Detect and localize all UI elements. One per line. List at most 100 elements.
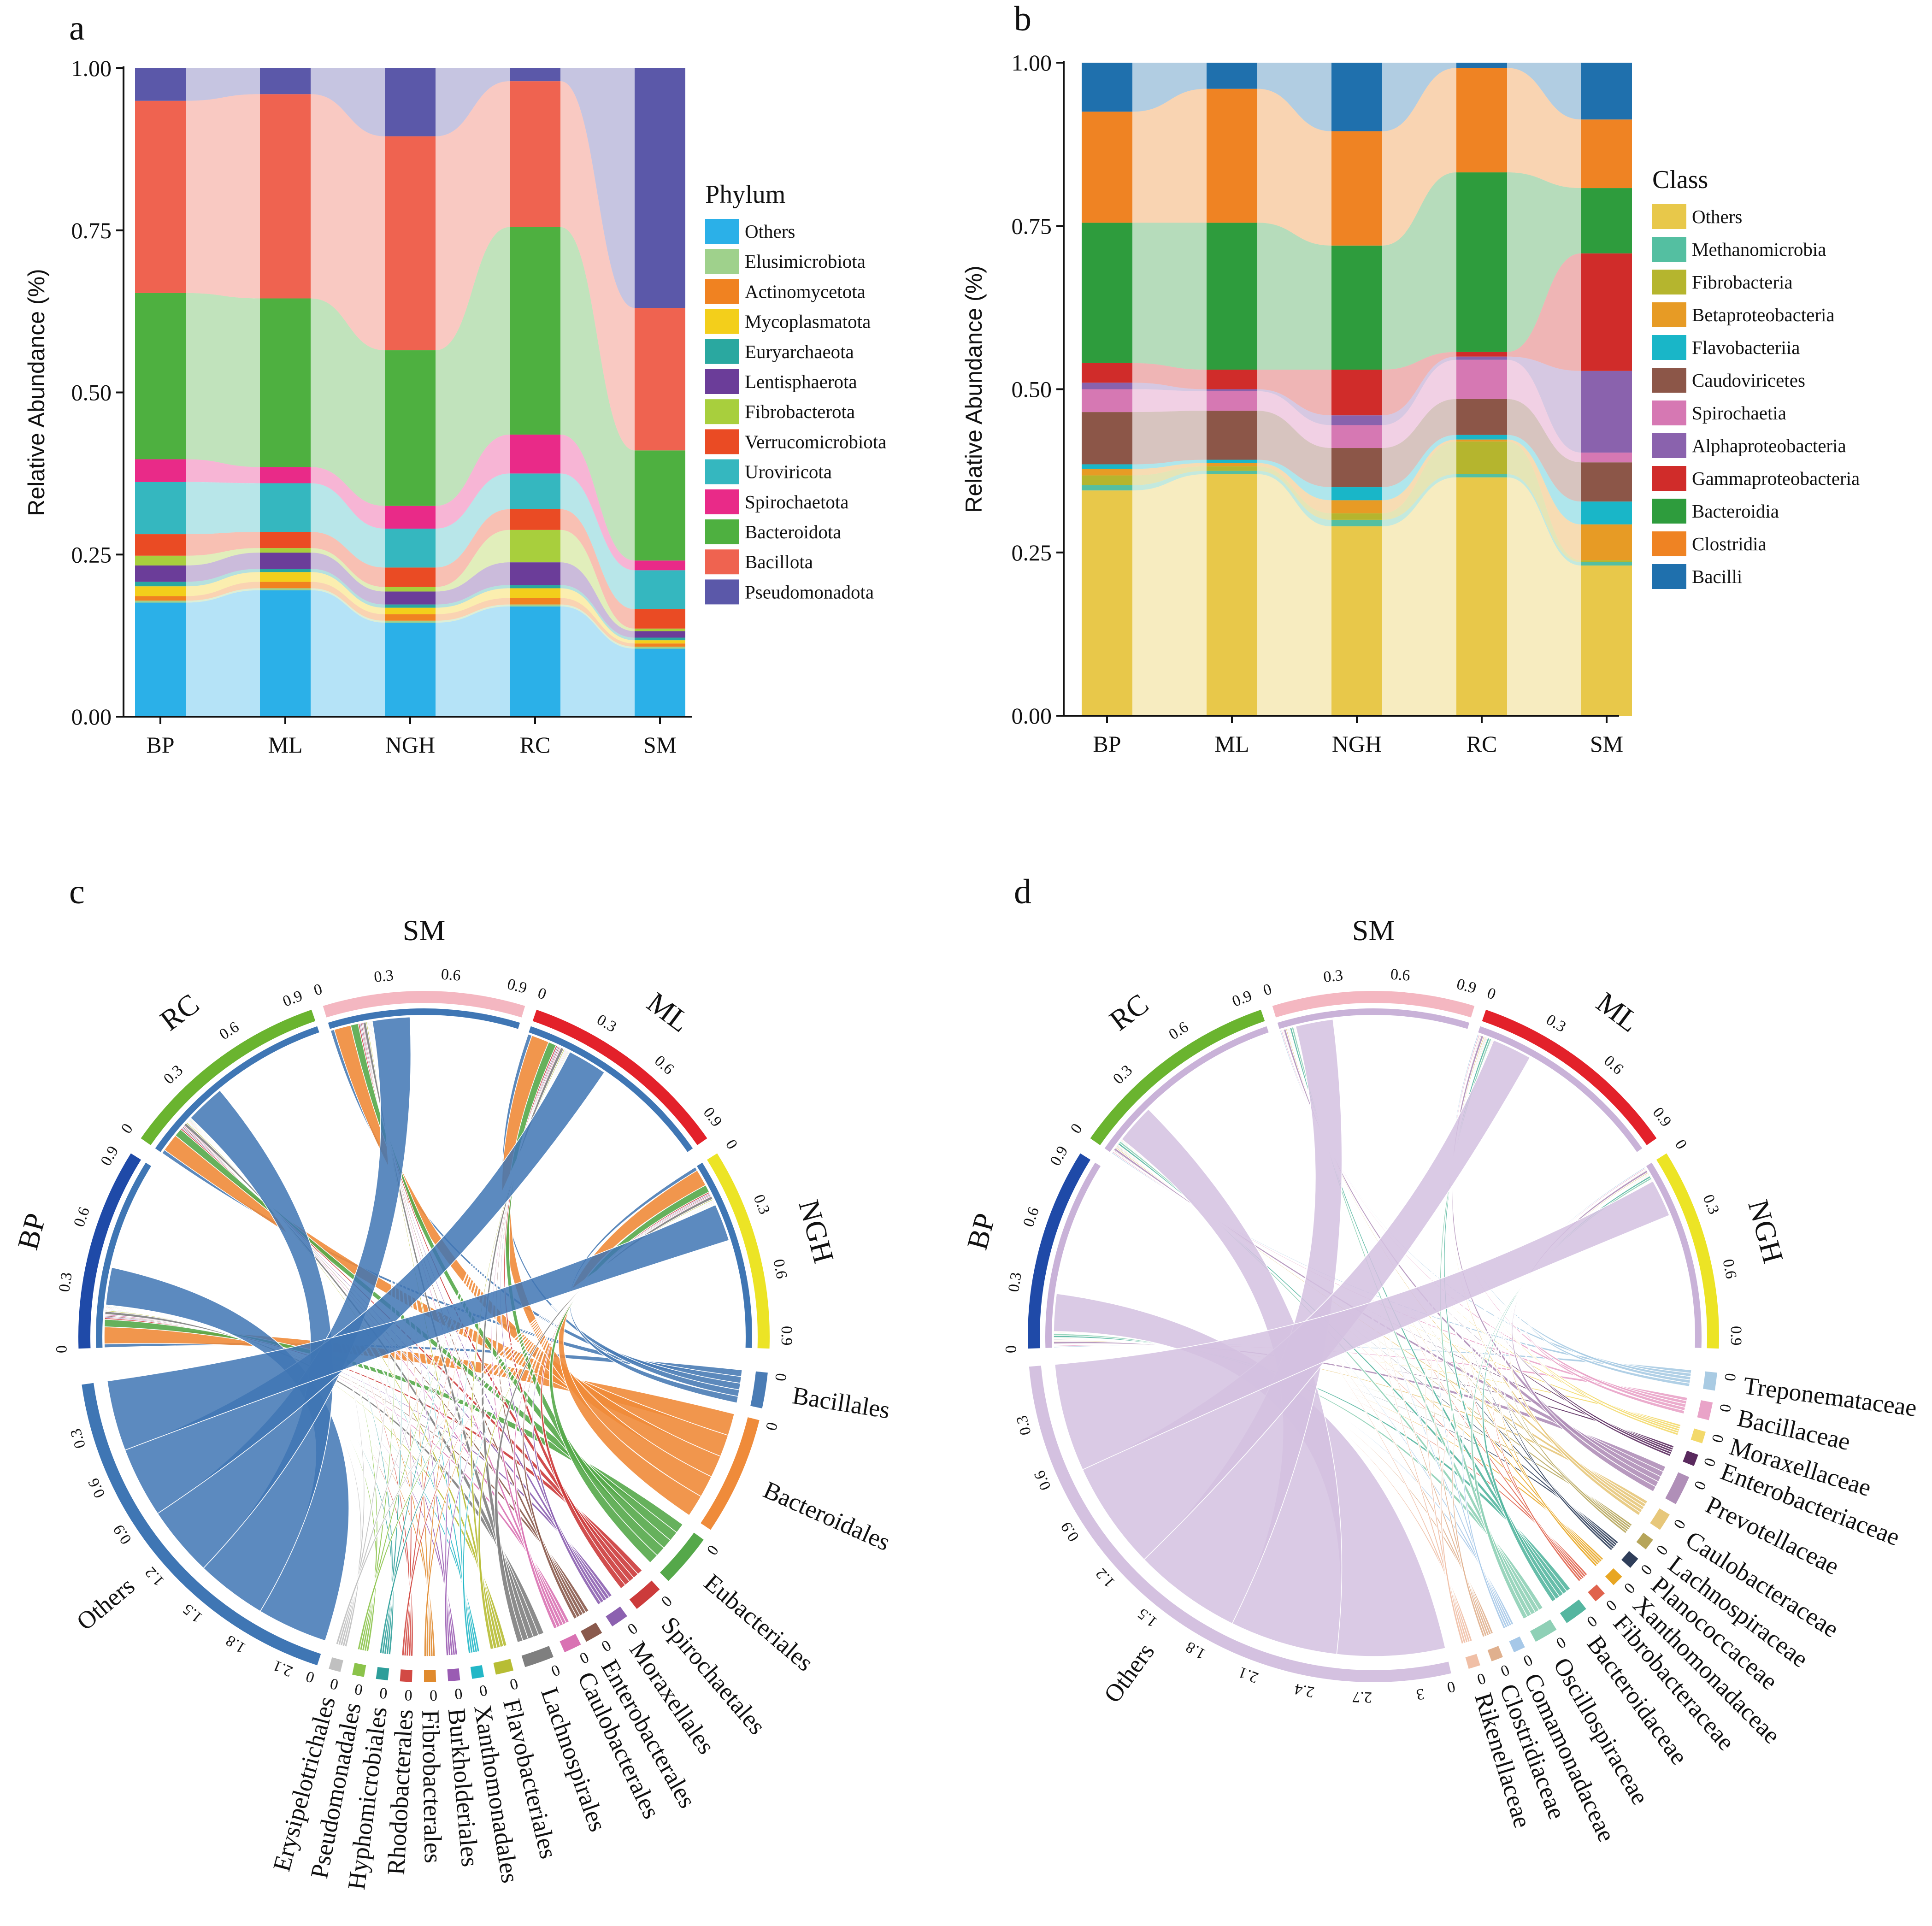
legend-label-fibrobacteria: Fibrobacteria — [1692, 271, 1793, 293]
taxon-zero-tick: 0 — [1670, 1516, 1689, 1532]
others-tick-label: 0.9 — [1058, 1519, 1083, 1544]
group-tick-label: 0.6 — [651, 1052, 677, 1078]
flow-lentisphaerota-2 — [436, 562, 510, 605]
legend-a: Phylum Others Elusimicrobiota Actinomycetot… — [705, 180, 886, 605]
taxon-zero-tick: 0 — [1553, 1633, 1569, 1652]
flow-lentisphaerota-0 — [186, 553, 260, 582]
flow-uroviricota-3 — [560, 473, 635, 609]
group-tick-label: 0 — [1485, 984, 1498, 1003]
ribbon-rikenellaceae-ml — [1424, 1039, 1495, 1644]
taxon-arc-spirochaetales — [629, 1580, 660, 1609]
taxon-arc-bacteroidales — [701, 1417, 760, 1530]
bars-b — [1082, 63, 1632, 716]
legend-swatch-flavobacteriia — [1652, 335, 1686, 360]
ribbon-erysipelotrichales-rc — [189, 1117, 365, 1647]
ribbon-burkholderiales-rc — [187, 1120, 456, 1655]
bar-ngh-fibrobacterota — [385, 587, 436, 592]
bar-ml-spirochaetia — [1207, 391, 1257, 411]
ribbon-caulobacterales-ngh — [513, 1195, 712, 1629]
legend-swatch-alphaproteobacteria — [1652, 433, 1686, 458]
ribbon-xanthomonadaceae-sm — [1288, 1027, 1601, 1564]
panel-letter-d: d — [1014, 872, 1031, 911]
group-tick-label: 0.9 — [97, 1143, 122, 1169]
group-arc-ngh — [707, 1153, 770, 1349]
bar-sm-clostridia — [1581, 119, 1632, 188]
flow-euryarchaeota-3 — [560, 585, 635, 641]
ribbon-others-ngh — [1054, 1180, 1670, 1470]
legend-swatch-elusimicrobiota — [705, 249, 739, 274]
taxon-zero-tick: 0 — [429, 1686, 437, 1704]
others-tick-label: 1.5 — [1135, 1605, 1160, 1630]
taxon-label-others: Others — [1098, 1638, 1160, 1708]
flow-spirochaetia-3 — [1507, 359, 1581, 463]
ribbon-rhodobacterales-rc — [188, 1119, 412, 1657]
taxon-zero-tick: 0 — [1708, 1432, 1726, 1445]
flow-others-0 — [1132, 474, 1207, 716]
bar-sm-others — [1581, 565, 1632, 716]
bar-rc-uroviricota — [510, 473, 560, 509]
legend-label-lentisphaerota: Lentisphaerota — [745, 371, 857, 392]
group-tick-label: 0.9 — [506, 976, 529, 997]
taxon-arc-moraxellaceae — [1690, 1428, 1706, 1443]
y-tick-label: 0.00 — [1012, 703, 1052, 729]
flow-clostridia-1 — [1257, 88, 1331, 246]
ribbon-flavobacteriales-sm — [365, 1021, 501, 1649]
others-tick-label: 2.4 — [1293, 1680, 1316, 1701]
flow-pseudomonadota-0 — [186, 68, 260, 101]
flow-elusimicrobiota-2 — [436, 604, 510, 623]
ribbon-flavobacteriales-ngh — [477, 1198, 714, 1650]
bar-sm-elusimicrobiota — [635, 647, 685, 649]
bar-sm-bacteroidia — [1581, 188, 1632, 253]
bar-rc-pseudomonadota — [510, 68, 560, 82]
group-label-ngh: NGH — [1742, 1196, 1790, 1266]
others-tick-label: 2.7 — [1352, 1688, 1372, 1706]
flow-betaproteobacteria-3 — [1507, 439, 1581, 560]
flow-pseudomonadota-2 — [436, 68, 510, 136]
bar-ml-flavobacteriia — [1207, 459, 1257, 463]
group-label-rc: RC — [1103, 987, 1154, 1037]
panel-letter-a: a — [69, 9, 85, 47]
ribbon-fibrobacterales-sm — [368, 1021, 431, 1657]
flow-others-1 — [311, 590, 385, 717]
flow-bacteroidia-2 — [1382, 172, 1456, 370]
group-tick-label: 0.9 — [1230, 987, 1254, 1010]
bar-ml-bacilli — [1207, 63, 1257, 89]
ribbon-rikenellaceae-rc — [1120, 1138, 1471, 1643]
ribbon-erysipelotrichales-sm — [340, 1020, 393, 1646]
bar-bp-euryarchaeota — [135, 582, 186, 587]
taxon-arc-hyphomicrobiales — [376, 1667, 389, 1680]
group-tick-label: 0.9 — [700, 1104, 725, 1130]
legend-swatch-others — [705, 219, 739, 244]
flow-fibrobacterota-1 — [311, 548, 385, 592]
legend-label-gammaproteobacteria: Gammaproteobacteria — [1692, 468, 1860, 489]
group-inner-band-bp — [1045, 1162, 1101, 1348]
bar-ml-verrucomicrobiota — [260, 532, 311, 548]
bar-ml-pseudomonadota — [260, 68, 311, 94]
flow-others-2 — [1382, 477, 1456, 716]
x-tick-label-ngh: NGH — [385, 732, 435, 758]
ribbon-comamonadaceae-ngh — [1461, 1178, 1653, 1629]
taxon-arc-lachnospiraceae — [1636, 1532, 1653, 1549]
taxon-arc-caulobacterales — [560, 1634, 581, 1653]
taxon-label-others: Others — [71, 1572, 140, 1636]
bar-bp-others — [135, 602, 186, 717]
bar-bp-gammaproteobacteria — [1082, 363, 1132, 383]
flow-alphaproteobacteria-0 — [1132, 383, 1207, 391]
bar-bp-pseudomonadota — [135, 68, 186, 101]
bar-rc-lentisphaerota — [510, 562, 560, 585]
bar-ngh-bacilli — [1331, 63, 1382, 131]
group-tick-label: 0.6 — [441, 966, 461, 984]
taxon-zero-tick: 0 — [762, 1420, 781, 1432]
flow-elusimicrobiota-0 — [186, 588, 260, 603]
taxon-arc-erysipelotrichales — [329, 1657, 343, 1672]
flow-actinomycetota-2 — [436, 598, 510, 621]
taxon-arc-bacillales — [750, 1371, 768, 1408]
flow-actinomycetota-1 — [311, 582, 385, 621]
bar-sm-flavobacteriia — [1581, 501, 1632, 524]
taxon-zero-tick: 0 — [577, 1648, 591, 1667]
others-tick-label: 0.3 — [1013, 1414, 1034, 1437]
flow-betaproteobacteria-0 — [1132, 463, 1207, 476]
flow-methanomicrobia-0 — [1132, 471, 1207, 491]
ribbon-oscillospiraceae-ngh — [1470, 1177, 1653, 1620]
flow-verrucomicrobiota-2 — [436, 509, 510, 587]
